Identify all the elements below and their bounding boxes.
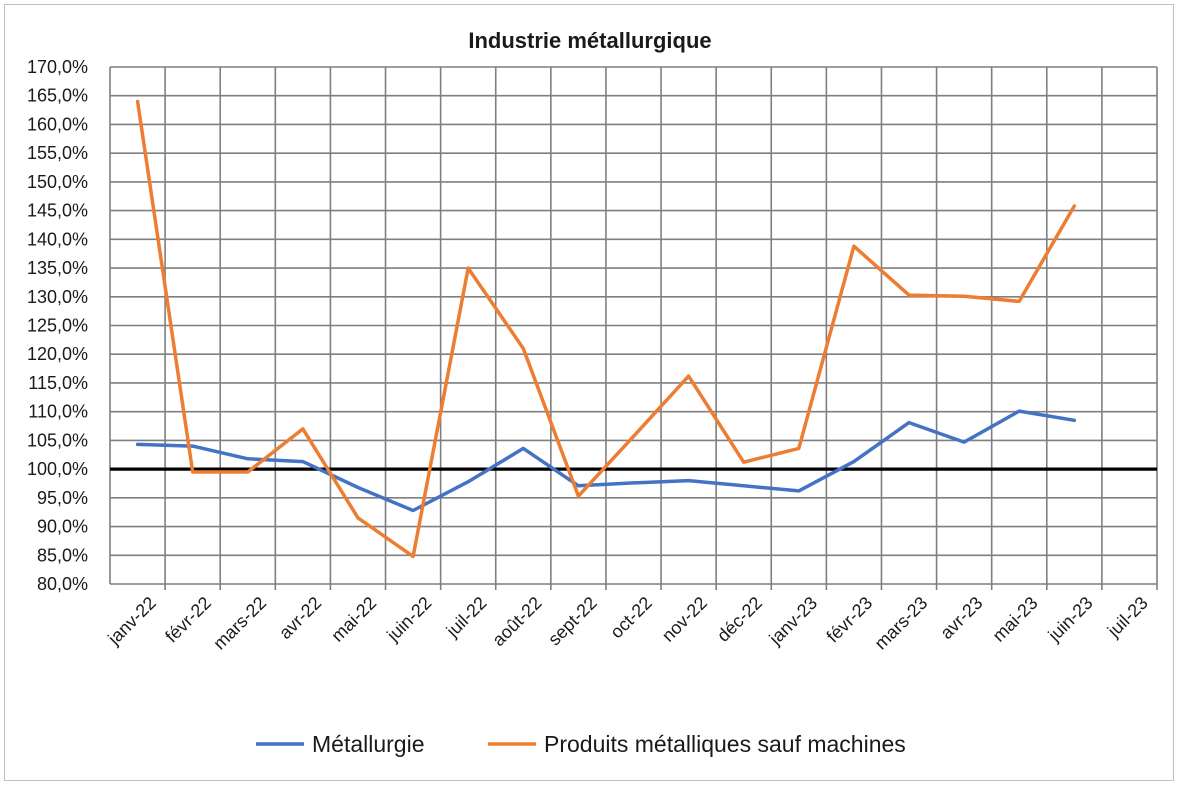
x-tick-label: mai-22 [327,593,380,646]
x-tick-label: févr-22 [161,593,215,647]
y-tick-label: 125,0% [27,316,88,336]
x-tick-label: juil-23 [1103,593,1152,642]
x-tick-label: juin-23 [1044,593,1097,646]
y-tick-label: 100,0% [27,459,88,479]
x-tick-label: déc-22 [713,593,766,646]
x-tick-label: oct-22 [606,593,656,643]
x-tick-label: févr-23 [823,593,877,647]
x-tick-label: juin-22 [382,593,435,646]
y-tick-label: 155,0% [27,143,88,163]
chart-frame [4,4,1174,781]
x-tick-label: avr-23 [936,593,986,643]
x-tick-label: sept-22 [544,593,601,650]
y-tick-label: 85,0% [37,545,88,565]
y-tick-label: 105,0% [27,430,88,450]
x-tick-label: avr-22 [275,593,325,643]
y-tick-label: 160,0% [27,114,88,134]
y-tick-label: 90,0% [37,517,88,537]
x-tick-label: janv-23 [765,593,822,650]
grid [109,66,1158,590]
y-tick-label: 120,0% [27,344,88,364]
x-tick-label: mai-23 [989,593,1042,646]
x-tick-label: mars-22 [209,593,270,654]
y-tick-label: 140,0% [27,229,88,249]
y-tick-label: 110,0% [28,402,88,422]
series-line-metallurgie [135,409,1077,513]
x-tick-label: juil-22 [442,593,491,642]
x-tick-label: nov-22 [658,593,711,646]
y-tick-label: 115,0% [28,373,88,393]
y-tick-label: 130,0% [27,287,88,307]
y-tick-label: 170,0% [27,57,88,77]
y-tick-label: 80,0% [37,574,88,594]
y-tick-label: 135,0% [27,258,88,278]
y-tick-label: 150,0% [27,172,88,192]
series-line-produits-metalliques [135,99,1077,559]
y-tick-label: 165,0% [27,86,88,106]
legend-label-produits-metalliques: Produits métalliques sauf machines [544,731,906,757]
legend: Métallurgie Produits métalliques sauf ma… [256,731,906,757]
y-tick-label: 95,0% [37,488,88,508]
chart-title: Industrie métallurgique [468,28,711,53]
x-tick-label: août-22 [488,593,545,650]
y-tick-label: 145,0% [27,201,88,221]
x-tick-label: janv-22 [103,593,160,650]
legend-label-metallurgie: Métallurgie [312,731,425,757]
series-group [135,99,1077,559]
y-axis: 80,0% 85,0% 90,0% 95,0% 100,0% 105,0% 110,0% 11… [27,57,88,594]
x-tick-label: mars-23 [871,593,932,654]
